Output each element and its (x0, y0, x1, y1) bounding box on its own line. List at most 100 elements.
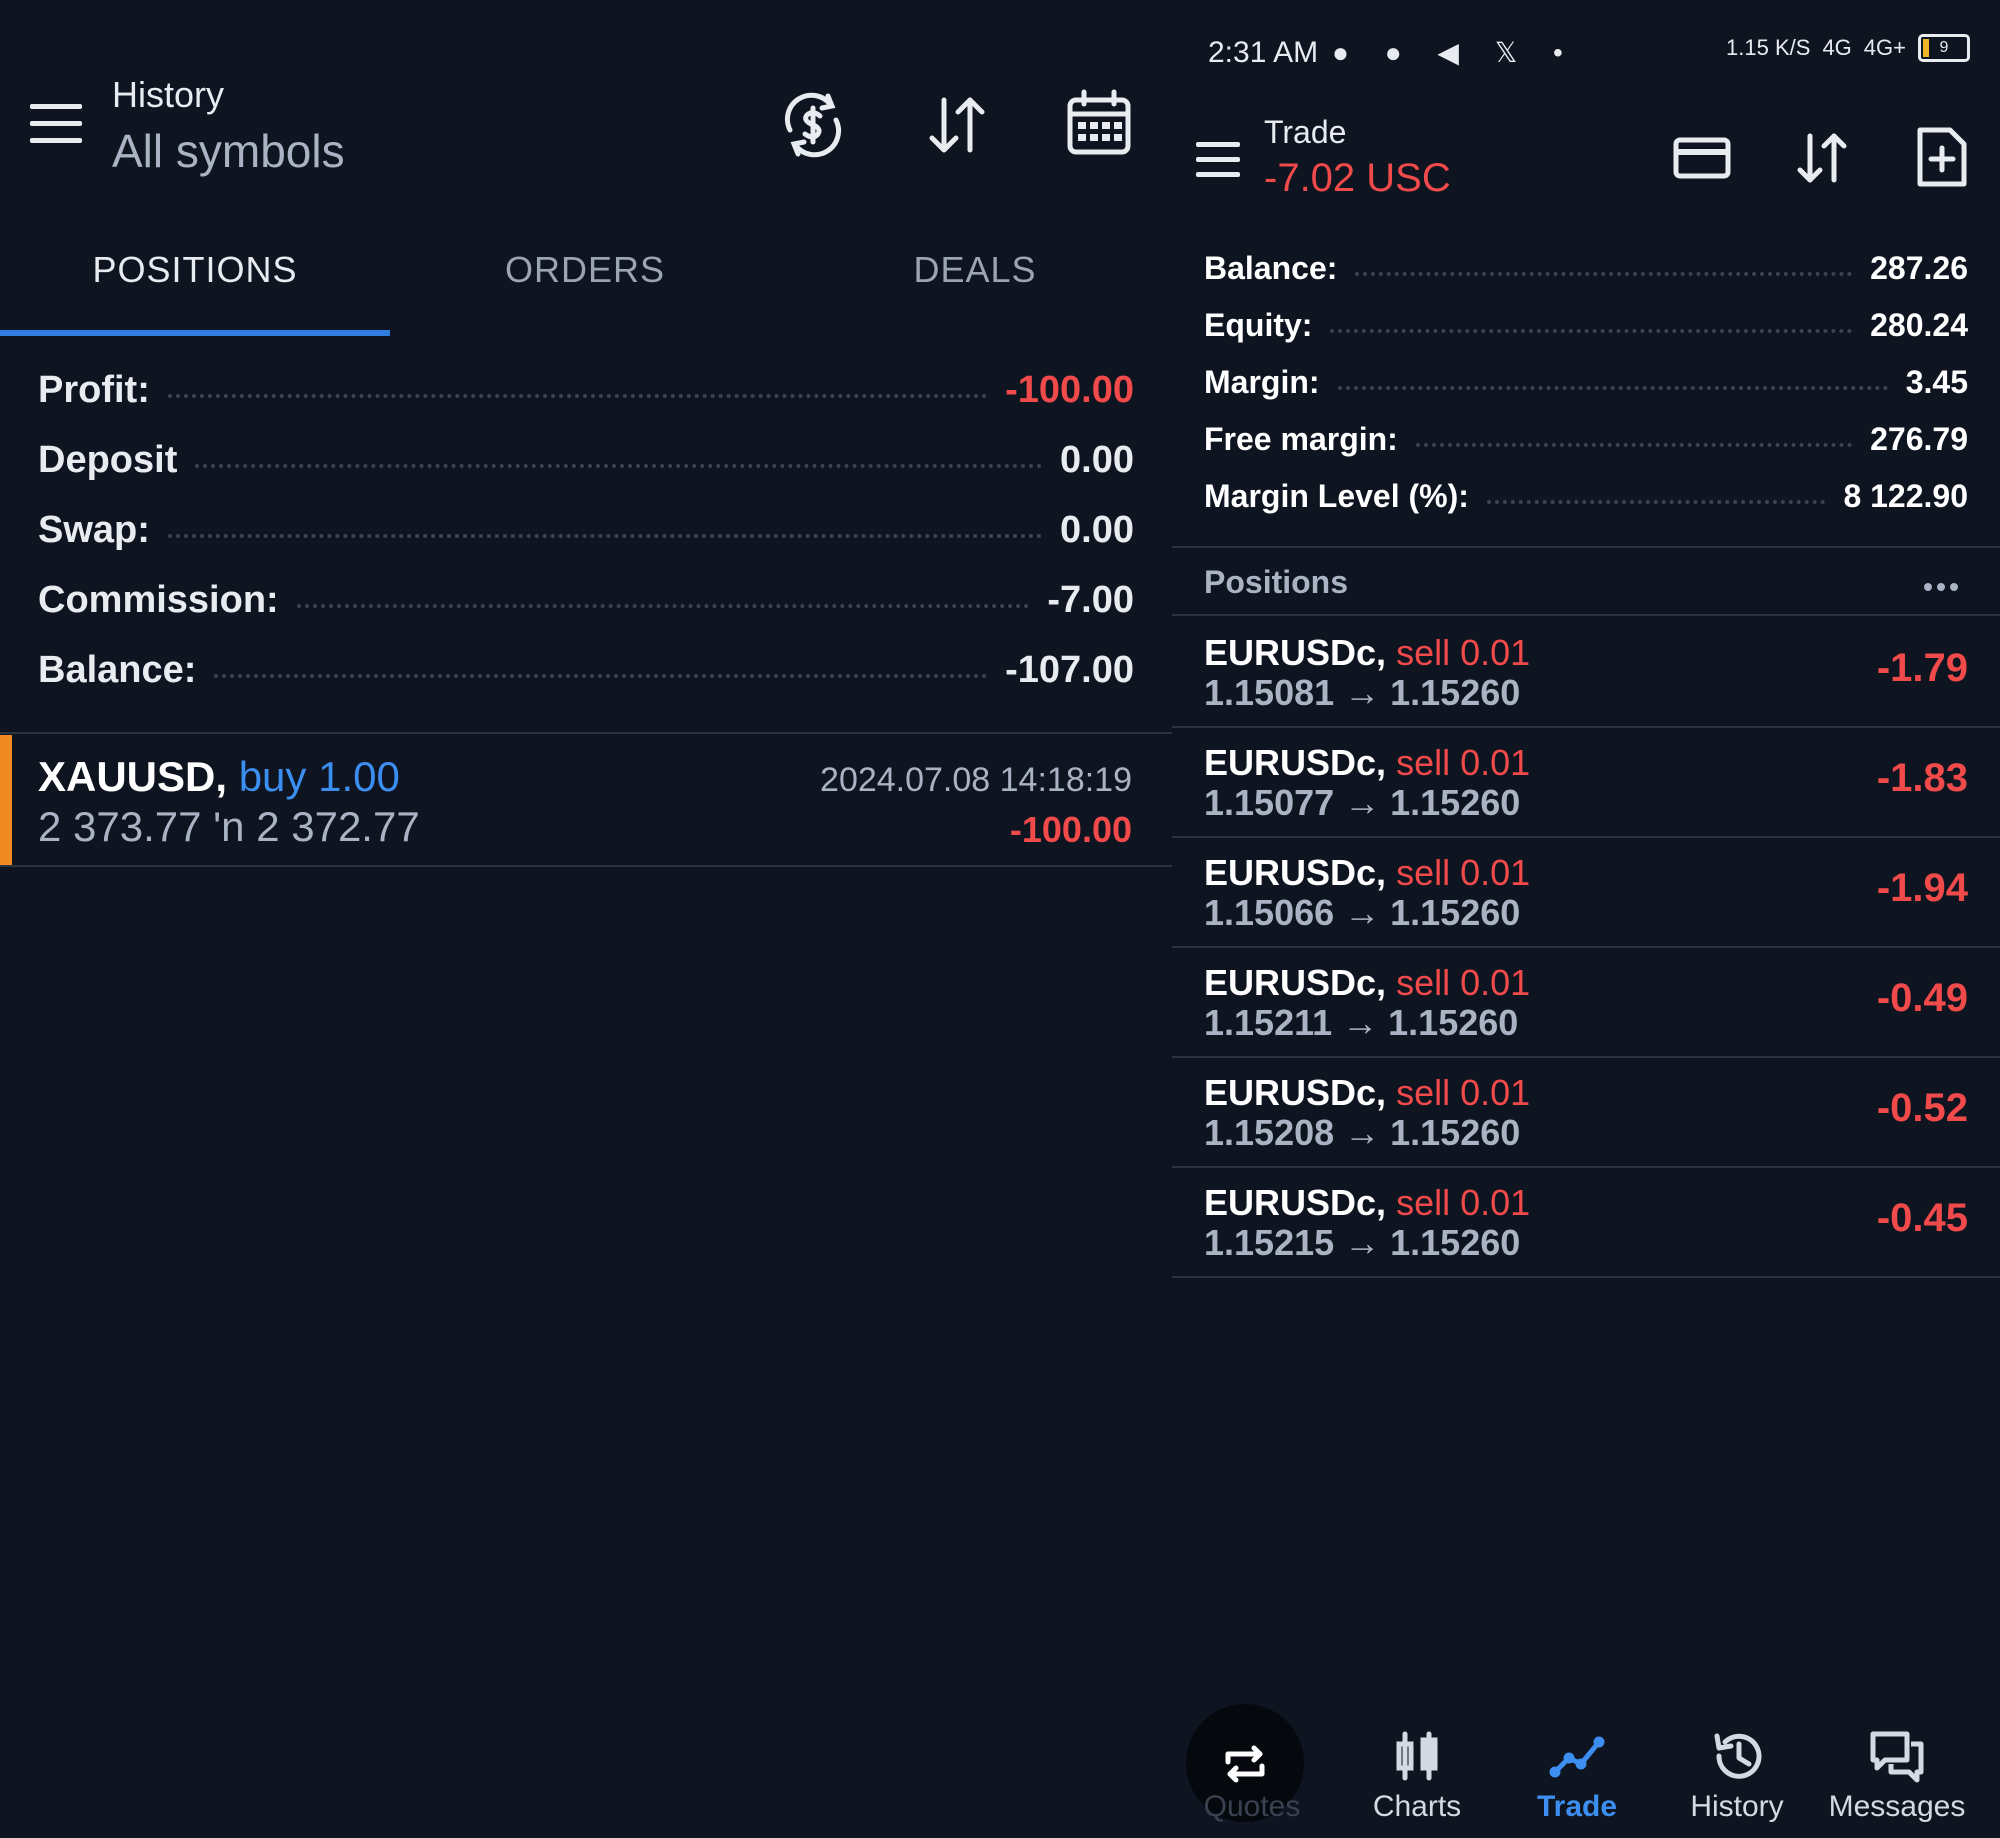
battery-icon: 9 (1918, 34, 1970, 62)
nav-label: History (1690, 1790, 1784, 1823)
summary-value: 0.00 (1060, 438, 1134, 481)
tab-positions[interactable]: POSITIONS (92, 249, 298, 290)
tab-deals[interactable]: DEALS (913, 249, 1037, 290)
nav-label: Messages (1828, 1790, 1966, 1823)
floating-action-button[interactable] (1186, 1704, 1304, 1822)
account-row-margin: Margin: 3.45 (1204, 354, 1968, 410)
hamburger-menu-icon[interactable] (1196, 142, 1240, 182)
position-side: sell 0.01 (1396, 632, 1531, 673)
currency-exchange-icon[interactable] (778, 90, 848, 160)
summary-row-commission: Commission: -7.00 (38, 570, 1134, 630)
tab-orders[interactable]: ORDERS (504, 249, 666, 290)
positions-header: Positions (1172, 548, 2000, 616)
position-profit: -0.49 (1876, 976, 1968, 1020)
calendar-icon[interactable] (1064, 88, 1134, 158)
nav-quotes[interactable]: Quotes (1172, 1700, 1332, 1838)
position-side: sell 0.01 (1396, 742, 1531, 783)
divider (1172, 614, 2000, 616)
divider (0, 865, 1172, 867)
nav-label: Charts (1372, 1790, 1462, 1823)
position-symbol: EURUSDc, sell 0.01 (1204, 632, 1531, 673)
account-value: 276.79 (1870, 420, 1968, 457)
nav-messages[interactable]: Messages (1817, 1700, 1977, 1838)
position-row[interactable]: EURUSDc, sell 0.01 1.15066 → 1.15260 -1.… (1172, 836, 2000, 948)
sort-icon[interactable] (922, 90, 992, 160)
position-side: sell 0.01 (1396, 962, 1531, 1003)
dotted-leader (1486, 500, 1826, 504)
account-label: Margin: (1204, 363, 1320, 400)
account-row-equity: Equity: 280.24 (1204, 297, 1968, 353)
position-prices: 1.15066 → 1.15260 (1204, 892, 1521, 933)
position-profit: -1.94 (1876, 866, 1968, 910)
charts-icon (1389, 1728, 1445, 1784)
speed-indicator: 1.15 K/S (1726, 35, 1811, 60)
account-label: Margin Level (%): (1204, 477, 1469, 514)
trade-title: Trade (1264, 114, 1347, 150)
summary-row-balance: Balance: -107.00 (38, 640, 1134, 700)
history-header: History All symbols (0, 0, 1172, 230)
summary-label: Deposit (38, 438, 178, 481)
position-prices: 1.15215 → 1.15260 (1204, 1222, 1521, 1263)
position-side: sell 0.01 (1396, 852, 1531, 893)
position-prices: 1.15208 → 1.15260 (1204, 1112, 1521, 1153)
history-position-row[interactable]: XAUUSD, buy 1.00 2 373.77 'n 2 372.77 20… (0, 735, 1172, 865)
account-row-balance: Balance: 287.26 (1204, 240, 1968, 296)
dotted-leader (1355, 272, 1853, 276)
dotted-leader (296, 604, 1030, 608)
summary-row-profit: Profit: -100.00 (38, 360, 1134, 420)
summary-value: -107.00 (1005, 648, 1134, 691)
bottom-navigation: Quotes Charts Trade His (1172, 1700, 2000, 1838)
nav-label: Quotes (1203, 1790, 1301, 1823)
dotted-leader (1330, 329, 1853, 333)
nav-trade[interactable]: Trade (1497, 1700, 1657, 1838)
new-document-icon[interactable] (1912, 126, 1972, 188)
nav-history[interactable]: History (1657, 1700, 1817, 1838)
trade-icon (1549, 1728, 1605, 1784)
position-row[interactable]: EURUSDc, sell 0.01 1.15208 → 1.15260 -0.… (1172, 1056, 2000, 1168)
account-value: 8 122.90 (1843, 477, 1968, 514)
trade-header: Trade -7.02 USC (1172, 100, 2000, 230)
position-symbol: EURUSDc, sell 0.01 (1204, 1182, 1531, 1223)
sort-icon[interactable] (1792, 128, 1852, 188)
position-symbol: EURUSDc, sell 0.01 (1204, 852, 1531, 893)
position-prices: 1.15077 → 1.15260 (1204, 782, 1521, 823)
status-bar: 2:31 AM ● ● ◀ 𝕏 • 1.15 K/S 4G 4G+ 9 (1172, 0, 2000, 100)
position-row[interactable]: EURUSDc, sell 0.01 1.15215 → 1.15260 -0.… (1172, 1166, 2000, 1278)
divider (1172, 546, 2000, 548)
trade-profit-total: -7.02 USC (1264, 156, 1451, 200)
summary-value: -7.00 (1047, 578, 1134, 621)
network-4g-plus-icon: 4G+ (1863, 35, 1906, 60)
more-options-icon[interactable] (1924, 578, 1964, 591)
account-label: Balance: (1204, 249, 1338, 286)
history-icon (1709, 1728, 1765, 1784)
summary-label: Balance: (38, 648, 197, 691)
battery-level: 9 (1939, 39, 1949, 56)
history-panel: History All symbols POSITIONS ORDERS DEA… (0, 0, 1172, 867)
trade-panel: 2:31 AM ● ● ◀ 𝕏 • 1.15 K/S 4G 4G+ 9 Trad… (1172, 0, 2000, 1838)
symbol-filter[interactable]: All symbols (112, 125, 345, 177)
position-row[interactable]: EURUSDc, sell 0.01 1.15081 → 1.15260 -1.… (1172, 616, 2000, 728)
position-symbol: EURUSDc, sell 0.01 (1204, 742, 1531, 783)
position-prices: 1.15081 → 1.15260 (1204, 672, 1521, 713)
summary-label: Commission: (38, 578, 279, 621)
position-row[interactable]: EURUSDc, sell 0.01 1.15077 → 1.15260 -1.… (1172, 726, 2000, 838)
summary-value: 0.00 (1060, 508, 1134, 551)
position-profit: -0.52 (1876, 1086, 1968, 1130)
dotted-leader (167, 394, 988, 398)
position-side: sell 0.01 (1396, 1072, 1531, 1113)
summary-row-deposit: Deposit 0.00 (38, 430, 1134, 490)
account-row-free-margin: Free margin: 276.79 (1204, 411, 1968, 467)
position-symbol: XAUUSD, buy 1.00 (38, 753, 400, 801)
divider (0, 732, 1172, 734)
dotted-leader (1337, 386, 1888, 390)
position-row[interactable]: EURUSDc, sell 0.01 1.15211 → 1.15260 -0.… (1172, 946, 2000, 1058)
dotted-leader (195, 464, 1043, 468)
position-prices: 2 373.77 'n 2 372.77 (38, 803, 420, 850)
dotted-leader (1415, 443, 1853, 447)
hamburger-menu-icon[interactable] (30, 104, 82, 144)
nav-charts[interactable]: Charts (1337, 1700, 1497, 1838)
active-tab-indicator (0, 330, 390, 336)
credit-card-icon[interactable] (1672, 128, 1732, 188)
nav-label: Trade (1536, 1790, 1618, 1823)
position-symbol: EURUSDc, sell 0.01 (1204, 962, 1531, 1003)
